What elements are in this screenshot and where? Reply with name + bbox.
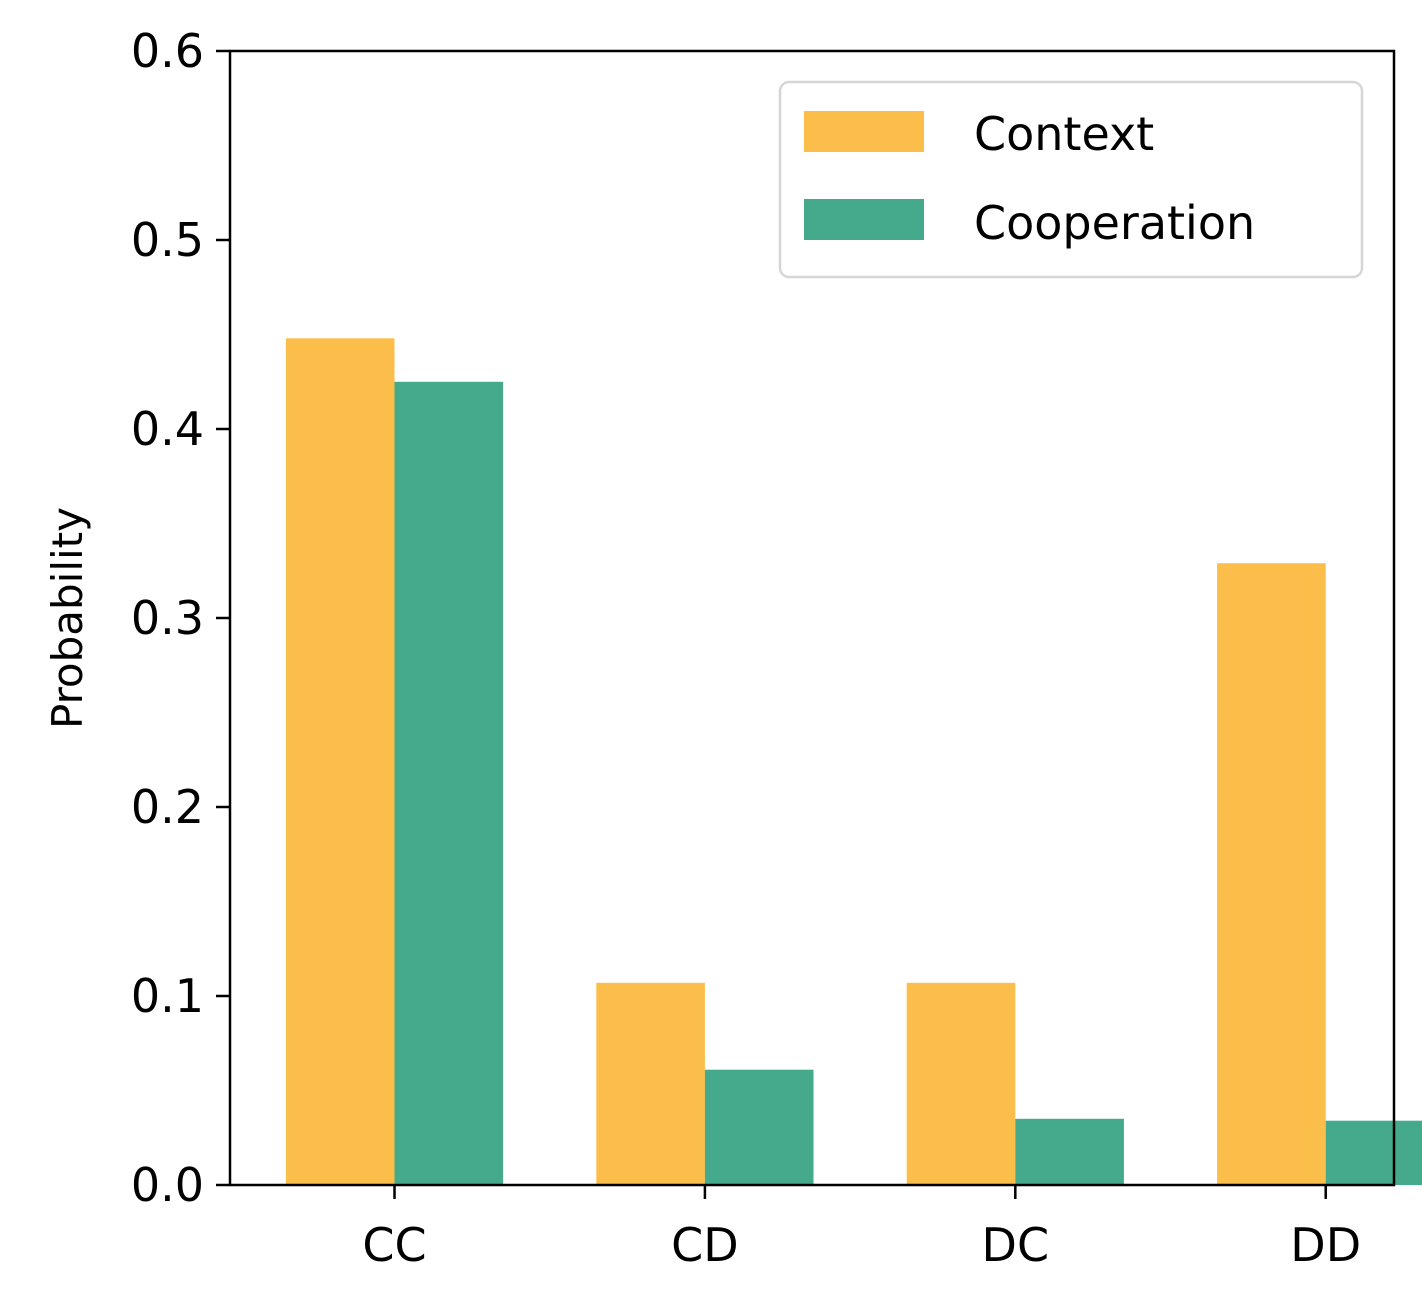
y-tick-label: 0.4	[131, 402, 204, 456]
bar-context-dd	[1217, 563, 1326, 1185]
bar-cooperation-cc	[394, 381, 504, 1186]
legend-frame	[778, 80, 1364, 279]
x-axis: CC CD DC DD	[362, 1185, 1361, 1272]
legend-label-context: Context	[974, 107, 1154, 161]
y-axis: 0.0 0.1 0.2 0.3 0.4 0.5 0.6	[131, 24, 230, 1212]
y-axis-title: Probability	[43, 507, 92, 729]
y-tick-label: 0.6	[131, 24, 204, 78]
y-tick-label: 0.2	[131, 780, 204, 834]
bar-cooperation-dd	[1325, 1120, 1422, 1185]
legend-swatch-context	[804, 111, 924, 152]
bar-context-cc	[285, 338, 395, 1185]
y-tick-label: 0.5	[131, 213, 204, 267]
x-tick-label-cd: CD	[671, 1218, 739, 1272]
x-tick-label-dc: DC	[982, 1218, 1050, 1272]
bar-context-dc	[906, 982, 1016, 1185]
y-tick-label: 0.3	[131, 591, 204, 645]
bar-cooperation-cd	[704, 1069, 814, 1185]
y-tick-label: 0.0	[131, 1158, 204, 1212]
legend-label-cooperation: Cooperation	[974, 196, 1255, 250]
legend: Context Cooperation	[778, 80, 1364, 279]
x-tick-label-cc: CC	[362, 1218, 426, 1272]
legend-swatch-cooperation	[804, 199, 924, 240]
y-tick-label: 0.1	[131, 969, 204, 1023]
bar-cooperation-dc	[1015, 1118, 1124, 1185]
x-tick-label-dd: DD	[1290, 1218, 1361, 1272]
bars-layer	[285, 338, 1422, 1186]
bar-context-cd	[596, 982, 705, 1185]
